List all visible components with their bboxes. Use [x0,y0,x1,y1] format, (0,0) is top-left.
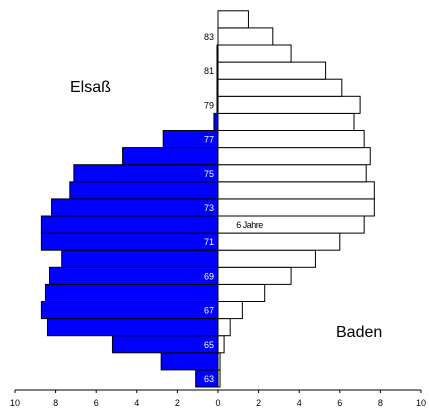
bar-baden-84 [217,10,249,29]
age-label-77: 77 [204,135,214,145]
bar-baden-77 [217,130,365,149]
bar-baden-68 [217,283,266,302]
bar-elsass-72 [40,215,219,234]
bar-baden-73 [217,198,375,217]
x-tick-label-1: 8 [53,398,58,408]
x-tick-label-9: 8 [378,398,383,408]
bar-baden-67 [217,301,243,320]
age-label-69: 69 [204,271,214,281]
bar-baden-81 [217,61,327,80]
bar-baden-80 [217,78,343,97]
x-tick-label-0: 10 [10,398,20,408]
bar-baden-74 [217,181,375,200]
x-tick-label-6: 2 [256,398,261,408]
bar-elsass-74 [69,181,219,200]
bar-elsass-67 [40,301,219,320]
age-label-79: 79 [204,100,214,110]
bar-elsass-64 [160,352,219,371]
age-label-75: 75 [204,169,214,179]
bar-elsass-71 [40,232,219,251]
x-tick-label-10: 10 [416,398,426,408]
bar-elsass-65 [111,335,219,354]
x-tick-label-3: 4 [134,398,139,408]
x-tick-label-4: 2 [175,398,180,408]
age-label-83: 83 [204,32,214,42]
bar-elsass-76 [122,147,219,166]
x-tick-label-7: 4 [297,398,302,408]
bar-elsass-75 [73,164,219,183]
bar-elsass-69 [49,266,219,285]
legend-baden: Baden [336,324,382,341]
age-label-81: 81 [204,66,214,76]
bar-elsass-66 [46,318,219,337]
x-axis: 10 8 6 4 2 0 2 4 6 8 10 [10,389,426,408]
bar-baden-82 [217,44,292,63]
legend-elsass: Elsaß [70,79,111,96]
bar-baden-78 [217,112,355,132]
bar-baden-69 [217,266,292,285]
annotation-6-jahre: 6 Jahre [236,220,263,230]
bar-elsass-78 [213,112,219,132]
bar-baden-65 [217,335,225,354]
age-label-71: 71 [204,237,214,247]
age-label-67: 67 [204,306,214,316]
bar-baden-76 [217,147,371,166]
baden-bars [217,10,375,388]
bar-elsass-70 [61,249,219,268]
bar-baden-71 [217,232,341,251]
bar-baden-75 [217,164,367,183]
bar-elsass-73 [51,198,219,217]
bar-elsass-68 [44,283,219,302]
age-label-63: 63 [204,374,214,384]
age-label-73: 73 [204,203,214,213]
bar-baden-83 [217,27,274,46]
bar-baden-66 [217,318,231,337]
bar-baden-79 [217,95,361,114]
bar-baden-70 [217,249,316,268]
x-tick-label-5: 0 [215,398,220,408]
elsass-bars [40,44,219,388]
age-labels: 63 65 67 69 71 73 75 77 79 81 83 [204,32,214,384]
age-label-65: 65 [204,340,214,350]
x-tick-label-2: 6 [94,398,99,408]
x-tick-label-8: 6 [337,398,342,408]
